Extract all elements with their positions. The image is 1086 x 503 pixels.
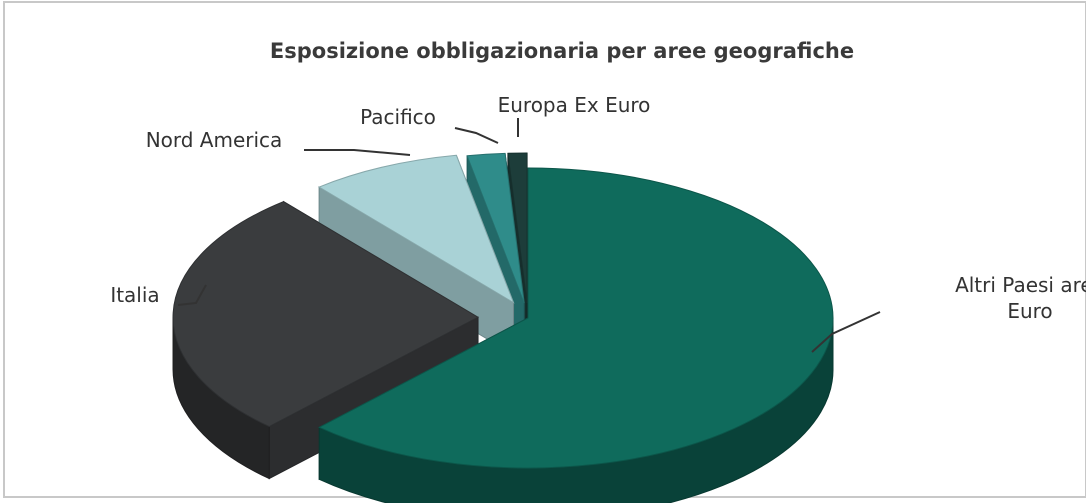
leader-line <box>454 127 499 144</box>
leader-line <box>304 149 411 156</box>
pie-slice-pacifico <box>466 152 525 304</box>
slices-layer <box>172 152 834 503</box>
pie-slice-nord-america <box>317 154 515 304</box>
chart-title: Esposizione obbligazionaria per aree geo… <box>270 39 854 63</box>
leader-line <box>177 284 207 306</box>
labels-layer: Altri Paesi areaEuro Italia Nord America Pa… <box>110 93 1086 353</box>
leader-line <box>811 311 881 353</box>
slice-label: Nord America <box>146 128 283 152</box>
slice-label: Pacifico <box>360 105 436 129</box>
slice-label: Altri Paesi areaEuro <box>955 273 1086 323</box>
pie-slice-italia <box>172 201 480 428</box>
slice-label: Italia <box>110 283 159 307</box>
pie-slice-europa-ex-euro <box>507 152 528 304</box>
pie-slice-altri-paesi-area-euro <box>318 167 834 469</box>
slice-label: Europa Ex Euro <box>498 93 651 117</box>
